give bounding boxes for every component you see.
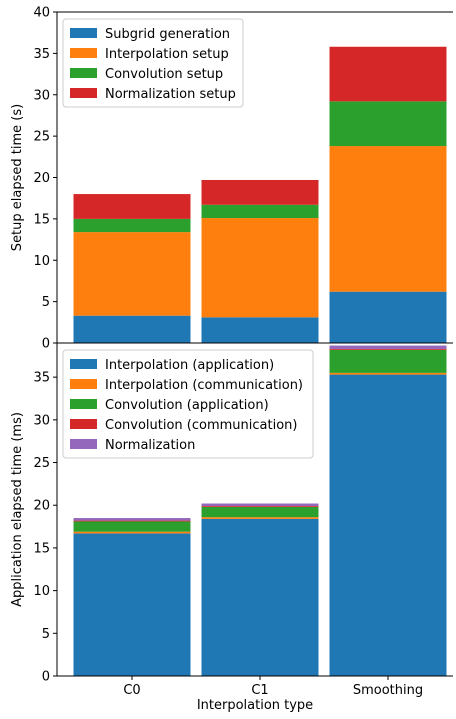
x-axis-label: Interpolation type	[197, 698, 313, 713]
bar-segment	[201, 518, 319, 676]
legend-swatch	[70, 48, 97, 58]
legend: Interpolation (application) Interpolation…	[62, 349, 314, 459]
bar-segment	[73, 533, 191, 676]
legend-label: Subgrid generation	[105, 27, 230, 42]
bar-segment	[329, 101, 447, 147]
legend-swatch	[70, 28, 97, 38]
y-tick-label: 5	[42, 295, 50, 310]
legend-swatch	[70, 419, 97, 429]
bar-segment	[201, 317, 319, 343]
bar-segment	[73, 518, 191, 521]
y-tick-label: 20	[33, 171, 50, 186]
y-tick-label: 30	[33, 413, 50, 428]
bar-segment	[329, 374, 447, 676]
legend: Subgrid generation Interpolation setup Con…	[62, 18, 244, 108]
y-tick-label: 35	[33, 47, 50, 62]
bar-segment	[73, 218, 191, 233]
bar-segment	[329, 146, 447, 292]
bar-segment	[201, 204, 319, 219]
bar-segment	[73, 194, 191, 219]
bar-segment	[329, 345, 447, 349]
legend-swatch	[70, 359, 97, 369]
bar-segment	[73, 315, 191, 343]
bar-segment	[201, 506, 319, 507]
legend-frame	[62, 18, 244, 108]
x-tick-label: Smoothing	[353, 683, 423, 698]
legend-label: Interpolation (communication)	[105, 378, 303, 393]
legend-label: Normalization setup	[105, 87, 236, 102]
chart-panel-1: 0 5 10 15 20 25 30 35 40 Setup elapsed time (s) Su…	[10, 6, 453, 352]
y-tick-label: 10	[33, 254, 50, 269]
legend-label: Convolution (communication)	[105, 418, 297, 433]
legend-swatch	[70, 379, 97, 389]
legend-label: Normalization	[105, 438, 195, 453]
y-tick-label: 5	[42, 627, 50, 642]
bar-segment	[201, 218, 319, 318]
legend-swatch	[70, 68, 97, 78]
bar-segment	[329, 349, 447, 373]
legend-label: Convolution setup	[105, 67, 223, 82]
y-tick-label: 10	[33, 584, 50, 599]
chart-panel-2: 0 5 10 15 20 25 30 35 Application elapsed time (…	[10, 342, 453, 713]
bar-segment	[329, 348, 447, 350]
bar-segment	[73, 520, 191, 522]
x-tick-label: C1	[251, 683, 268, 698]
y-tick-label: 30	[33, 88, 50, 103]
legend-swatch	[70, 88, 97, 98]
y-tick-label: 35	[33, 371, 50, 386]
y-axis-label: Application elapsed time (ms)	[10, 412, 25, 607]
y-tick-label: 0	[42, 337, 50, 352]
bar-segment	[329, 46, 447, 102]
y-tick-label: 25	[33, 456, 50, 471]
bar-segment	[201, 506, 319, 518]
y-tick-label: 40	[33, 6, 50, 21]
bar-segment	[73, 531, 191, 534]
legend-label: Interpolation setup	[105, 47, 229, 62]
y-tick-label: 0	[42, 670, 50, 685]
bar-segment	[329, 372, 447, 375]
y-tick-label: 25	[33, 130, 50, 145]
bar-segment	[201, 517, 319, 519]
bar-segment	[201, 179, 319, 205]
x-tick-label: C0	[123, 683, 140, 698]
bar-segment	[73, 232, 191, 316]
bar-segment	[73, 521, 191, 532]
y-tick-label: 15	[33, 541, 50, 556]
legend-label: Convolution (application)	[105, 398, 269, 413]
bar-segment	[329, 291, 447, 343]
y-tick-label: 20	[33, 499, 50, 514]
legend-label: Interpolation (application)	[105, 358, 274, 373]
bar-segment	[201, 503, 319, 507]
y-axis-label: Setup elapsed time (s)	[10, 104, 25, 251]
legend-swatch	[70, 439, 97, 449]
y-tick-label: 15	[33, 212, 50, 227]
legend-frame	[62, 349, 314, 459]
legend-swatch	[70, 399, 97, 409]
